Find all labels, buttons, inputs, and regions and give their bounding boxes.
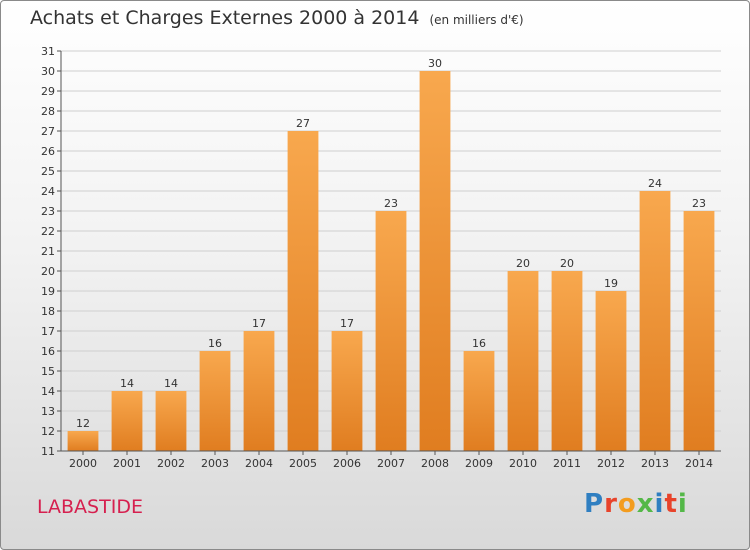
x-tick-label: 2010 — [509, 457, 537, 470]
x-tick-label: 2004 — [245, 457, 273, 470]
bar-2002 — [155, 391, 187, 451]
y-tick-label: 19 — [41, 285, 55, 298]
y-tick-label: 30 — [41, 65, 55, 78]
axes — [57, 50, 721, 455]
x-tick-label: 2001 — [113, 457, 141, 470]
bar-2012 — [595, 291, 627, 451]
data-label: 16 — [472, 337, 486, 350]
y-tick-label: 12 — [41, 425, 55, 438]
data-label: 20 — [560, 257, 574, 270]
bar-2006 — [331, 331, 363, 451]
bar-2011 — [551, 271, 583, 451]
y-tick-label: 14 — [41, 385, 55, 398]
y-tick-label: 29 — [41, 85, 55, 98]
logo-letter: r — [604, 489, 618, 519]
title-text: Achats et Charges Externes 2000 à 2014 — [30, 7, 420, 29]
y-tick-label: 27 — [41, 125, 55, 138]
y-tick-label: 25 — [41, 165, 55, 178]
y-tick-label: 23 — [41, 205, 55, 218]
y-tick-label: 22 — [41, 225, 55, 238]
data-label: 16 — [208, 337, 222, 350]
bar-2000 — [67, 431, 99, 451]
logo-letter: P — [584, 489, 605, 519]
data-label: 30 — [428, 57, 442, 70]
bar-2010 — [507, 271, 539, 451]
bar-2007 — [375, 211, 407, 451]
y-tick-label: 17 — [41, 325, 55, 338]
y-tick-label: 24 — [41, 185, 55, 198]
x-tick-label: 2005 — [289, 457, 317, 470]
bar-2009 — [463, 351, 495, 451]
data-label: 27 — [296, 117, 310, 130]
data-label: 23 — [692, 197, 706, 210]
bar-2004 — [243, 331, 275, 451]
bar-2013 — [639, 191, 671, 451]
data-label: 24 — [648, 177, 662, 190]
y-tick-label: 15 — [41, 365, 55, 378]
proxiti-logo[interactable]: Proxiti — [584, 489, 688, 519]
x-tick-label: 2013 — [641, 457, 669, 470]
data-label: 19 — [604, 277, 618, 290]
data-label: 20 — [516, 257, 530, 270]
data-label: 17 — [340, 317, 354, 330]
y-tick-label: 18 — [41, 305, 55, 318]
data-label: 14 — [164, 377, 178, 390]
logo-letter: o — [617, 489, 637, 519]
x-tick-label: 2002 — [157, 457, 185, 470]
unit-note: (en milliers d'€) — [429, 13, 524, 27]
bar-2005 — [287, 131, 319, 451]
town-name: LABASTIDE — [37, 496, 143, 518]
bar-2003 — [199, 351, 231, 451]
y-tick-label: 16 — [41, 345, 55, 358]
y-tick-label: 21 — [41, 245, 55, 258]
y-tick-label: 28 — [41, 105, 55, 118]
bars — [67, 71, 715, 451]
y-tick-label: 31 — [41, 45, 55, 58]
x-tick-label: 2007 — [377, 457, 405, 470]
logo-letter: i — [677, 489, 688, 519]
chart-title: Achats et Charges Externes 2000 à 2014 (e… — [30, 7, 524, 29]
logo-letter: i — [654, 489, 665, 519]
bar-2001 — [111, 391, 143, 451]
data-label: 17 — [252, 317, 266, 330]
y-tick-label: 13 — [41, 405, 55, 418]
x-tick-label: 2009 — [465, 457, 493, 470]
y-tick-label: 11 — [41, 445, 55, 458]
data-label: 12 — [76, 417, 90, 430]
x-tick-label: 2000 — [69, 457, 97, 470]
y-tick-label: 26 — [41, 145, 55, 158]
x-tick-label: 2014 — [685, 457, 713, 470]
bar-2014 — [683, 211, 715, 451]
x-tick-label: 2006 — [333, 457, 361, 470]
x-tick-label: 2011 — [553, 457, 581, 470]
bar-2008 — [419, 71, 451, 451]
x-tick-label: 2008 — [421, 457, 449, 470]
x-tick-label: 2012 — [597, 457, 625, 470]
labels: 11 12 13 14 15 16 17 18 19 20 21 22 23 24 25 26 27 28 29 30… — [41, 45, 713, 470]
y-tick-label: 20 — [41, 265, 55, 278]
x-tick-label: 2003 — [201, 457, 229, 470]
data-label: 23 — [384, 197, 398, 210]
data-label: 14 — [120, 377, 134, 390]
logo-letter: t — [664, 489, 678, 519]
logo-letter: x — [636, 489, 655, 519]
